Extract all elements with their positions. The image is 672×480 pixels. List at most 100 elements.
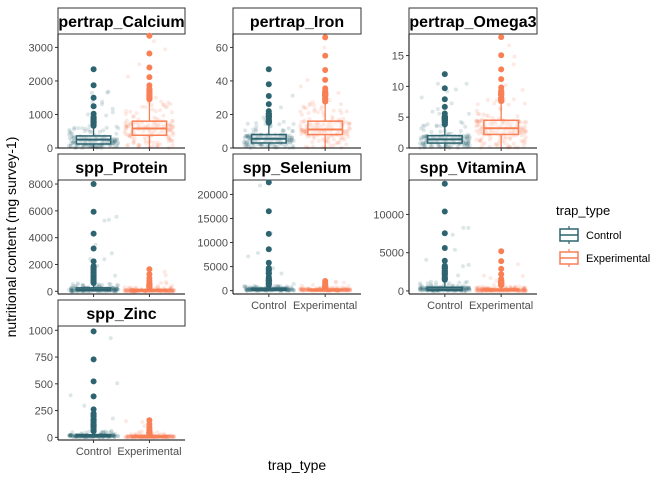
- data-point: [520, 286, 525, 290]
- data-point: [479, 288, 484, 293]
- outlier-point: [498, 258, 505, 265]
- data-point: [341, 116, 346, 121]
- data-point: [476, 288, 481, 293]
- data-point: [521, 126, 526, 131]
- data-point: [168, 286, 173, 291]
- data-point: [466, 134, 470, 139]
- data-point: [106, 217, 111, 222]
- data-point: [253, 138, 258, 143]
- data-point: [509, 122, 514, 127]
- data-point: [520, 288, 525, 293]
- data-point: [290, 129, 295, 134]
- data-point: [520, 274, 525, 278]
- data-point: [513, 284, 518, 289]
- data-point: [464, 140, 469, 145]
- data-point: [151, 129, 156, 134]
- data-point: [101, 430, 106, 435]
- data-point: [108, 336, 113, 341]
- data-point: [139, 429, 144, 434]
- outlier-point: [265, 93, 272, 99]
- data-point: [82, 403, 87, 408]
- data-point: [112, 434, 117, 439]
- data-point: [170, 139, 175, 144]
- data-point: [450, 283, 455, 288]
- data-point: [273, 134, 277, 139]
- data-point: [477, 287, 482, 292]
- data-point: [477, 119, 481, 124]
- data-point: [72, 289, 76, 293]
- data-point: [146, 124, 151, 129]
- data-point: [420, 123, 425, 128]
- data-point: [484, 113, 489, 118]
- data-point: [243, 284, 248, 289]
- data-point: [115, 434, 120, 439]
- data-point: [346, 121, 351, 126]
- data-point: [512, 128, 516, 133]
- data-point: [67, 287, 71, 292]
- data-point: [243, 286, 248, 291]
- data-point: [168, 127, 173, 132]
- data-point: [336, 91, 341, 95]
- data-point: [246, 287, 251, 291]
- data-point: [76, 281, 80, 286]
- data-point: [322, 130, 327, 135]
- data-point: [266, 134, 270, 139]
- data-point: [101, 143, 106, 148]
- data-point: [306, 134, 310, 139]
- data-point: [464, 81, 469, 86]
- y-tick-label: 60: [216, 42, 228, 54]
- data-point: [511, 130, 516, 135]
- data-point: [132, 131, 137, 135]
- data-point: [287, 288, 292, 292]
- data-point: [508, 136, 513, 141]
- data-point: [153, 109, 158, 114]
- data-point: [156, 283, 161, 288]
- y-tick-label: 10000: [197, 238, 228, 250]
- y-tick-label: 250: [35, 406, 53, 418]
- data-point: [72, 140, 76, 145]
- data-point: [521, 288, 526, 293]
- y-tick-label: 0: [398, 143, 404, 155]
- data-point: [287, 138, 292, 143]
- data-point: [300, 288, 305, 292]
- outlier-point: [441, 85, 448, 92]
- data-point: [348, 288, 353, 292]
- facet-title: spp_Protein: [75, 160, 167, 177]
- data-point: [299, 119, 304, 124]
- data-point: [422, 287, 427, 292]
- data-point: [266, 138, 271, 143]
- data-point: [482, 141, 487, 145]
- data-point: [140, 104, 145, 109]
- data-point: [430, 143, 435, 148]
- data-point: [511, 130, 516, 135]
- outlier-point: [90, 406, 97, 413]
- data-point: [169, 288, 174, 293]
- data-point: [466, 286, 471, 291]
- data-point: [506, 102, 511, 107]
- data-point: [170, 119, 175, 124]
- data-point: [100, 283, 105, 287]
- data-point: [166, 139, 171, 144]
- data-point: [344, 288, 349, 293]
- outlier-point: [90, 245, 97, 252]
- data-point: [500, 122, 505, 127]
- data-point: [162, 269, 167, 274]
- data-point: [523, 124, 527, 129]
- data-point: [324, 130, 329, 135]
- outlier-point: [322, 67, 329, 73]
- data-point: [247, 287, 252, 292]
- data-point: [315, 125, 320, 130]
- data-point: [123, 120, 128, 125]
- data-point: [434, 124, 439, 129]
- data-point: [143, 105, 148, 109]
- data-point: [98, 284, 103, 288]
- data-point: [487, 137, 492, 142]
- y-tick-label: 5000: [204, 262, 228, 274]
- data-point: [320, 104, 324, 109]
- data-point: [89, 144, 94, 148]
- data-point: [68, 143, 73, 148]
- data-point: [69, 433, 74, 438]
- facet-spp-zinc: spp_Zinc 0 250 500 750 1000 Control Experimenta…: [29, 299, 186, 458]
- outlier-point: [90, 411, 97, 418]
